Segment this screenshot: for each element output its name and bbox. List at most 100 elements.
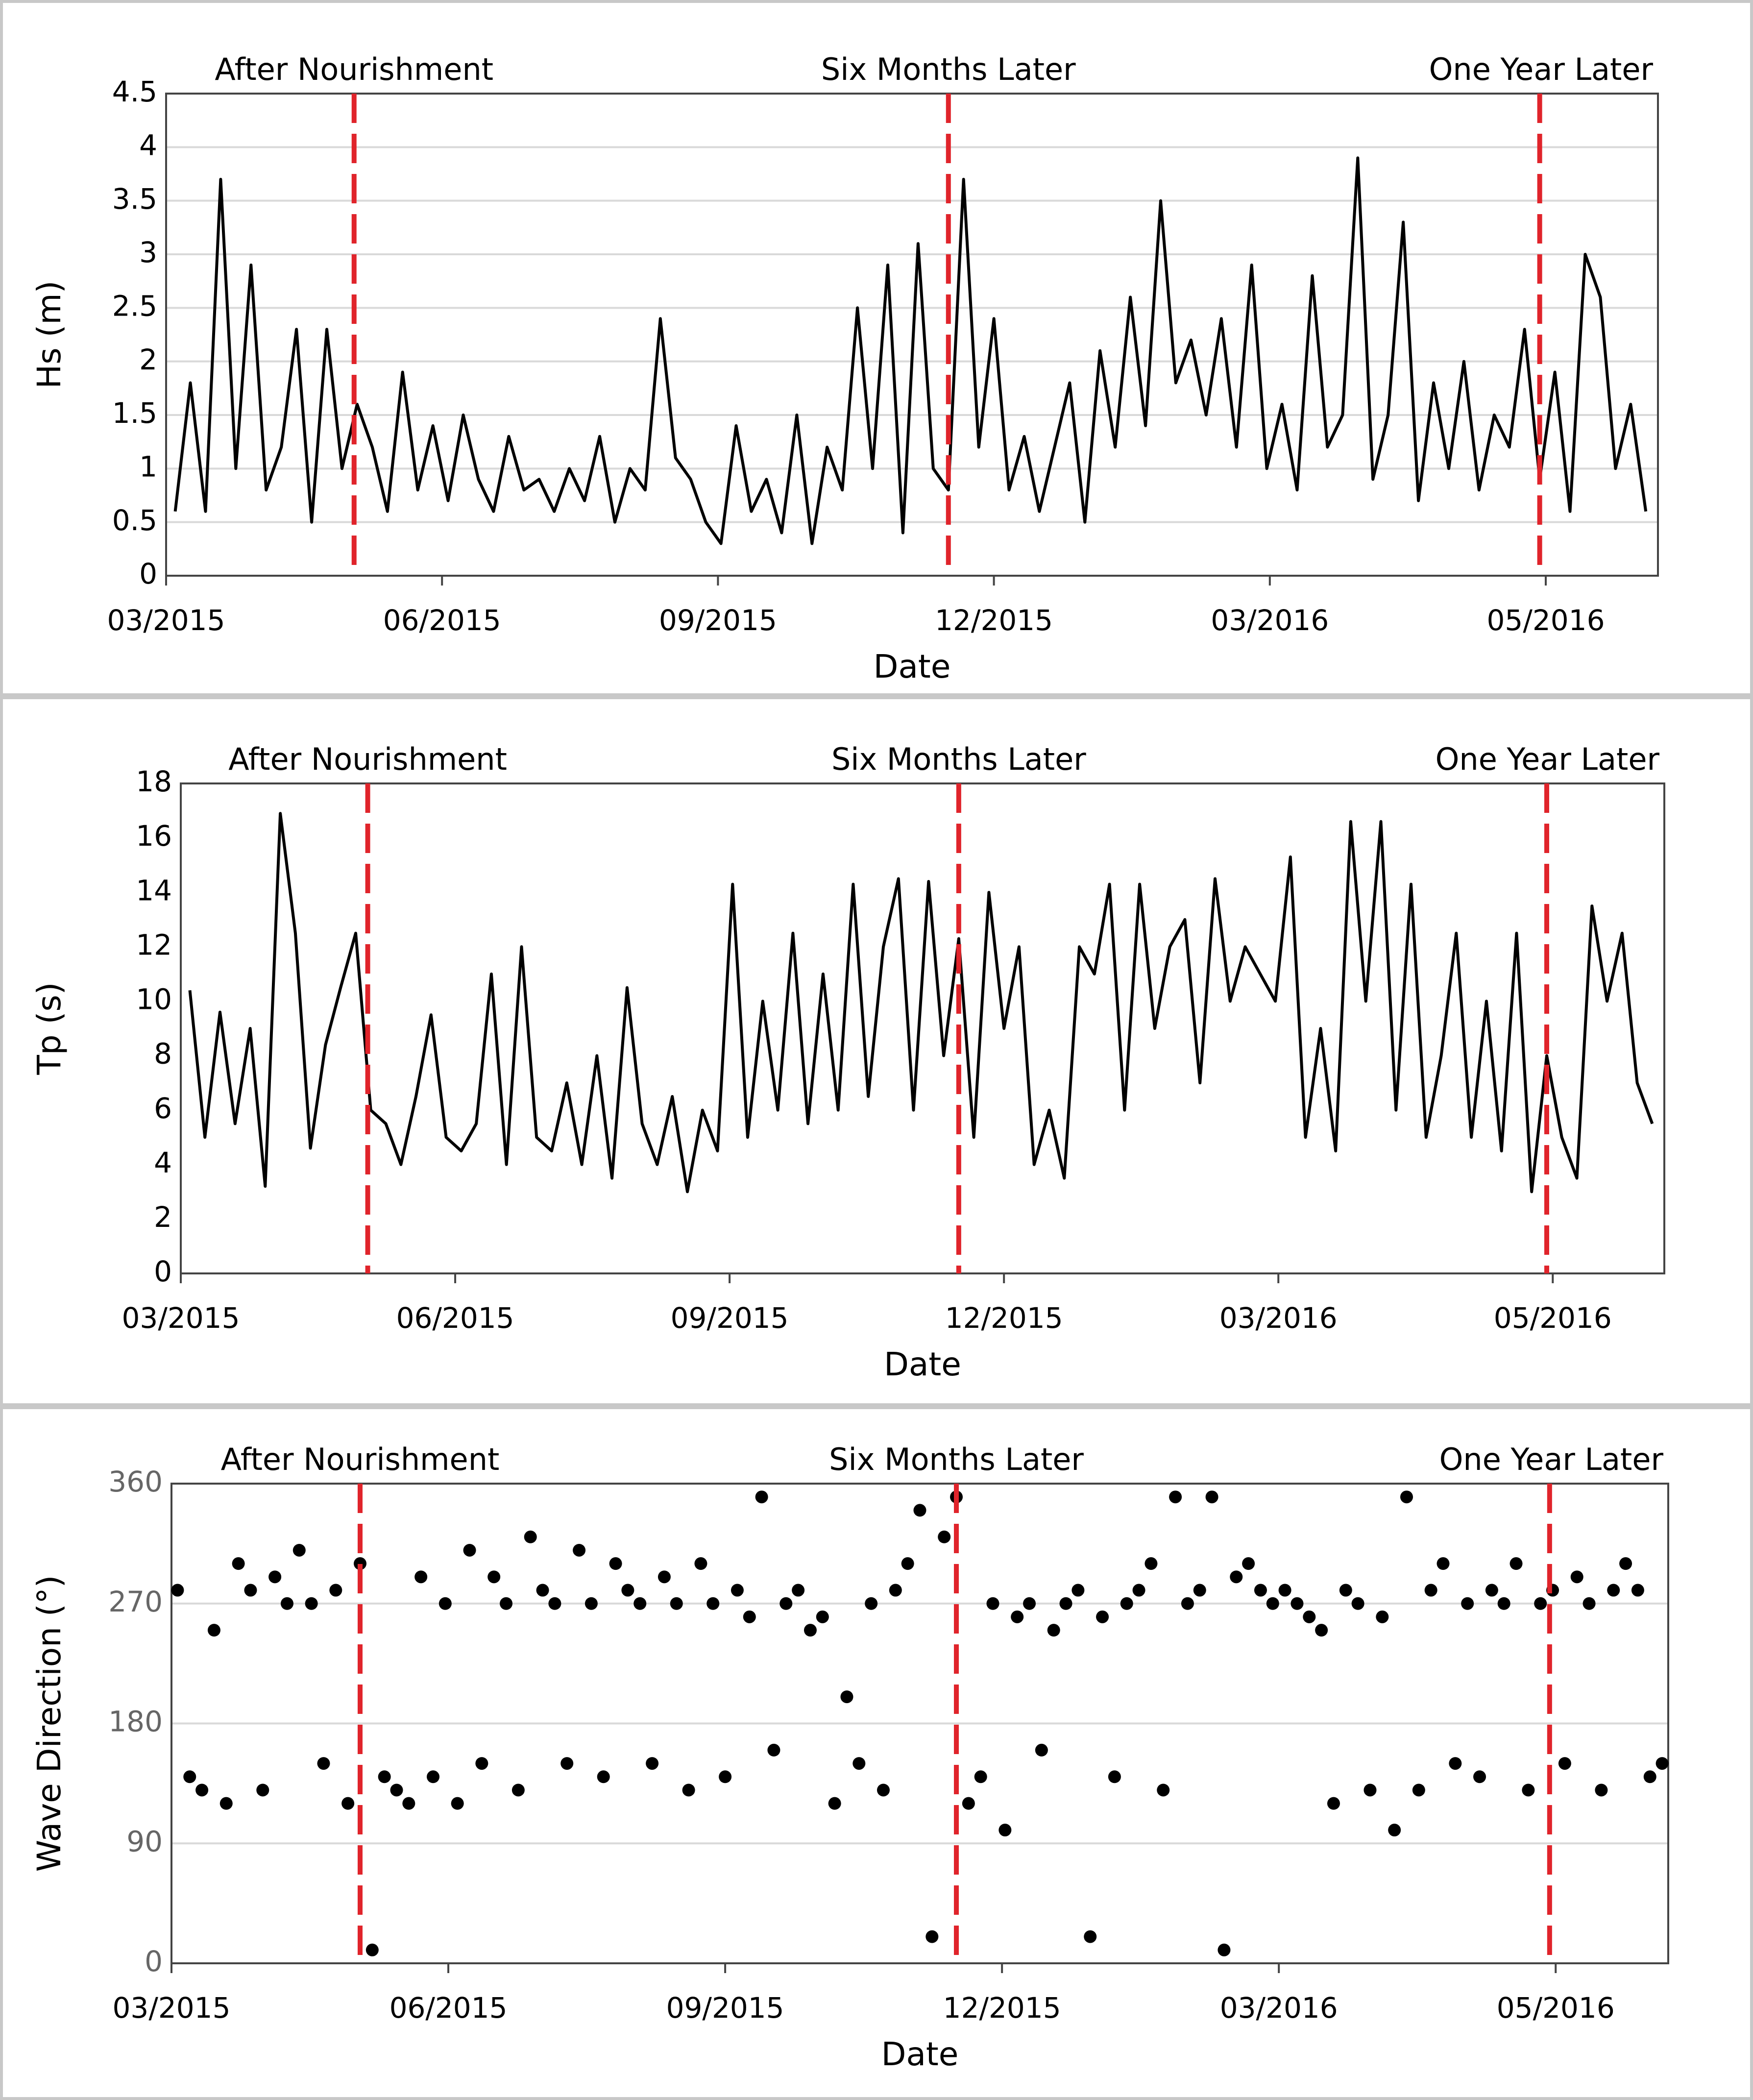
y-tick-label: 1 — [139, 450, 157, 483]
event-label: After Nourishment — [228, 741, 507, 777]
data-point — [1351, 1597, 1364, 1610]
data-point — [438, 1597, 452, 1610]
data-point — [402, 1797, 415, 1810]
data-point — [1132, 1584, 1145, 1597]
y-tick-label: 0 — [154, 1255, 172, 1288]
y-tick-label: 90 — [126, 1825, 163, 1858]
data-point — [427, 1770, 440, 1783]
x-tick-label: 05/2016 — [1487, 604, 1605, 637]
data-point — [1388, 1824, 1401, 1837]
y-tick-label: 3.5 — [112, 182, 157, 216]
y-tick-label: 2 — [154, 1200, 172, 1234]
x-axis-title: Date — [884, 1345, 961, 1383]
data-point — [1193, 1584, 1206, 1597]
data-point — [573, 1543, 586, 1557]
data-point — [1412, 1783, 1425, 1797]
data-point — [1023, 1597, 1036, 1610]
data-point — [657, 1570, 671, 1584]
y-axis-title: Tp (s) — [30, 982, 68, 1075]
data-point — [1595, 1783, 1608, 1797]
y-tick-label: 0.5 — [112, 504, 157, 537]
data-point — [1047, 1624, 1060, 1637]
x-tick-label: 12/2015 — [935, 604, 1053, 637]
data-point — [1217, 1943, 1231, 1956]
data-point — [913, 1504, 926, 1517]
data-point — [268, 1570, 282, 1584]
chart: 0 2 4 6 8 10 12 14 16 18 03/2015 06/2015 09/2015 12/2… — [30, 741, 1665, 1383]
data-point — [560, 1757, 574, 1770]
x-tick-label: 03/2015 — [122, 1301, 240, 1335]
data-point — [743, 1610, 756, 1623]
data-point — [779, 1597, 793, 1610]
data-point — [414, 1570, 428, 1584]
data-point — [1607, 1584, 1620, 1597]
data-point — [1157, 1783, 1170, 1797]
event-label: Six Months Later — [821, 51, 1076, 87]
y-tick-label: 1.5 — [112, 396, 157, 430]
data-point — [1400, 1490, 1413, 1504]
panel-frame — [0, 1406, 1753, 2100]
data-point — [974, 1770, 987, 1783]
data-point — [998, 1824, 1012, 1837]
data-point — [244, 1584, 257, 1597]
data-point — [1558, 1757, 1571, 1770]
data-point — [1656, 1757, 1669, 1770]
data-point — [682, 1783, 695, 1797]
data-point — [511, 1783, 525, 1797]
data-point — [195, 1783, 209, 1797]
data-point — [365, 1943, 379, 1956]
data-point — [183, 1770, 196, 1783]
data-point — [1522, 1783, 1535, 1797]
data-point — [633, 1597, 647, 1610]
data-point — [1290, 1597, 1304, 1610]
panel-frame — [0, 696, 1753, 1406]
data-point — [1631, 1584, 1644, 1597]
data-point — [1485, 1584, 1498, 1597]
data-point — [1339, 1584, 1352, 1597]
data-point — [1084, 1930, 1097, 1943]
data-point — [792, 1584, 805, 1597]
data-point — [1583, 1597, 1596, 1610]
data-point — [1278, 1584, 1291, 1597]
data-point — [256, 1783, 269, 1797]
data-point — [986, 1597, 999, 1610]
data-point — [1303, 1610, 1316, 1623]
data-point — [584, 1597, 598, 1610]
data-point — [1376, 1610, 1389, 1623]
data-point — [1011, 1610, 1024, 1623]
x-tick-label: 12/2015 — [943, 1991, 1061, 2025]
data-point — [1181, 1597, 1194, 1610]
data-point — [487, 1570, 501, 1584]
event-label: Six Months Later — [829, 1441, 1084, 1477]
data-point — [305, 1597, 318, 1610]
y-tick-label: 0 — [145, 1945, 163, 1978]
data-point — [706, 1597, 720, 1610]
data-point — [1071, 1584, 1085, 1597]
x-axis-title: Date — [881, 2035, 959, 2073]
data-point — [840, 1690, 853, 1704]
data-point — [816, 1610, 829, 1623]
x-tick-label: 09/2015 — [671, 1301, 789, 1335]
data-point — [889, 1584, 902, 1597]
data-point — [755, 1490, 768, 1504]
data-point — [463, 1543, 476, 1557]
x-tick-label: 06/2015 — [390, 1991, 508, 2025]
data-point — [219, 1797, 233, 1810]
data-point — [1169, 1490, 1182, 1504]
data-point — [803, 1624, 817, 1637]
data-point — [852, 1757, 866, 1770]
x-tick-label: 09/2015 — [666, 1991, 784, 2025]
data-point — [1242, 1557, 1255, 1570]
data-point — [1436, 1557, 1450, 1570]
data-point — [730, 1584, 744, 1597]
data-point — [548, 1597, 561, 1610]
data-point — [876, 1783, 890, 1797]
data-point — [1510, 1557, 1523, 1570]
data-point — [329, 1584, 342, 1597]
y-tick-label: 3 — [139, 236, 157, 269]
data-point — [390, 1783, 403, 1797]
x-tick-label: 09/2015 — [659, 604, 777, 637]
data-point — [901, 1557, 914, 1570]
data-line — [173, 156, 1648, 545]
